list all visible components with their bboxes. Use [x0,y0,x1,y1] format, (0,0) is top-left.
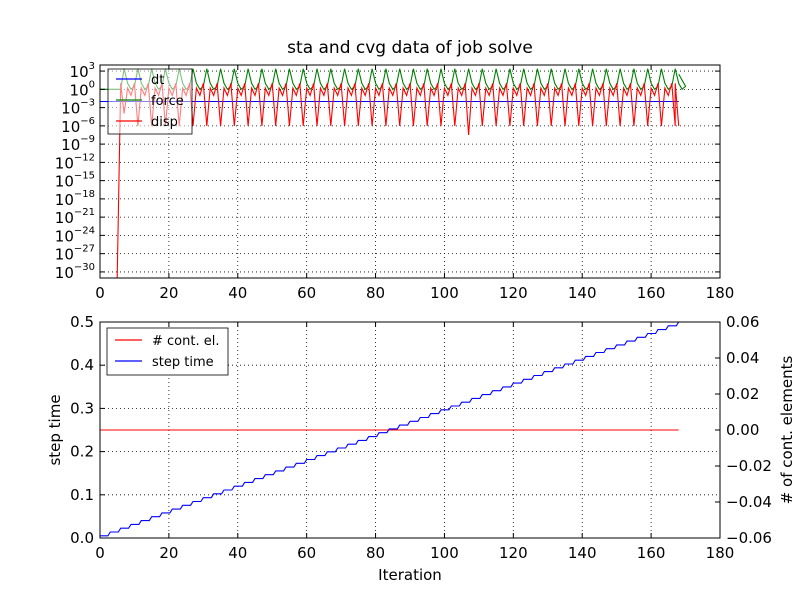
bottom-legend-label: step time [152,355,214,370]
bottom-y-tick-label-right: −0.02 [726,457,772,475]
bottom-x-tick-label: 140 [568,544,597,562]
top-legend-box [107,68,193,135]
bottom-x-tick-label: 40 [228,544,247,562]
y-axis-label-left: step time [46,394,64,465]
top-ticks: 0 20 40 60 80 100 120 140 160 18010310010−310−610… [55,61,735,302]
top-x-tick-label: 80 [366,284,385,302]
bottom-x-tick-label: 80 [366,544,385,562]
bottom-x-tick-label: 60 [297,544,316,562]
bottom-y-tick-label-left: 0.4 [70,356,94,374]
top-y-tick-label: 10−15 [55,171,95,191]
top-y-tick-label: 10−18 [55,189,95,209]
bottom-ticks: 0 20 40 60 80 100 120 140 160 180 0.0 0.1 0.2 0.3 0.4 0… [70,313,772,562]
x-axis-label: Iteration [378,566,442,584]
top-x-tick-label: 180 [706,284,735,302]
bottom-y-tick-label-right: 0.00 [726,421,759,439]
chart-title: sta and cvg data of job solve [287,38,533,58]
bottom-y-tick-label-left: 0.2 [70,443,94,461]
top-y-tick-label: 10−3 [61,98,95,118]
top-legend-label: force [151,94,184,109]
bottom-y-tick-label-left: 0.5 [70,313,94,331]
top-x-tick-label: 100 [430,284,459,302]
y-axis-label-right: # of cont. elements [778,356,796,505]
top-x-tick-label: 40 [228,284,247,302]
top-y-tick-label: 10−9 [61,134,95,154]
bottom-y-tick-label-left: 0.3 [70,399,94,417]
bottom-y-tick-label-left: 0.1 [70,486,94,504]
bottom-y-tick-label-right: 0.02 [726,385,759,403]
bottom-x-tick-label: 180 [706,544,735,562]
bottom-legend: # cont. el. step time [106,327,229,376]
bottom-legend-box [106,327,229,376]
bottom-chart: 0 20 40 60 80 100 120 140 160 180 0.0 0.1 0.2 0.3 0.4 0… [46,313,796,584]
top-y-tick-label: 100 [70,79,95,99]
bottom-legend-label: # cont. el. [152,334,219,349]
bottom-x-tick-label: 0 [95,544,105,562]
top-legend-label: disp [151,115,178,130]
top-y-tick-label: 103 [70,61,95,81]
top-legend: dt force disp [107,68,193,135]
series-line-step-time [100,321,680,537]
bottom-x-tick-label: 160 [637,544,666,562]
bottom-series [100,321,680,537]
top-x-tick-label: 20 [159,284,178,302]
top-chart: 0 20 40 60 80 100 120 140 160 18010310010−310−610… [55,61,735,302]
bottom-y-tick-label-right: −0.06 [726,529,772,547]
top-plot-frame [99,64,721,279]
series-line-force [100,68,687,91]
top-x-tick-label: 160 [637,284,666,302]
bottom-x-tick-label: 20 [159,544,178,562]
top-series [100,68,687,279]
series-line-disp [116,83,680,279]
bottom-x-tick-label: 120 [499,544,528,562]
top-y-tick-label: 10−30 [55,262,95,282]
top-y-tick-label: 10−12 [55,152,95,172]
top-y-tick-label: 10−21 [55,207,95,227]
top-x-tick-label: 0 [95,284,105,302]
top-x-tick-label: 140 [568,284,597,302]
top-y-tick-label: 10−27 [55,244,95,264]
bottom-y-tick-label-right: 0.04 [726,349,759,367]
bottom-y-tick-label-right: 0.06 [726,313,759,331]
bottom-y-tick-label-right: −0.04 [726,493,772,511]
top-x-tick-label: 60 [297,284,316,302]
top-legend-label: dt [151,73,164,88]
bottom-y-tick-label-left: 0.0 [70,529,94,547]
top-grid [100,65,720,278]
top-x-tick-label: 120 [499,284,528,302]
top-y-tick-label: 10−24 [55,225,95,245]
top-y-tick-label: 10−6 [61,116,95,136]
bottom-x-tick-label: 100 [430,544,459,562]
